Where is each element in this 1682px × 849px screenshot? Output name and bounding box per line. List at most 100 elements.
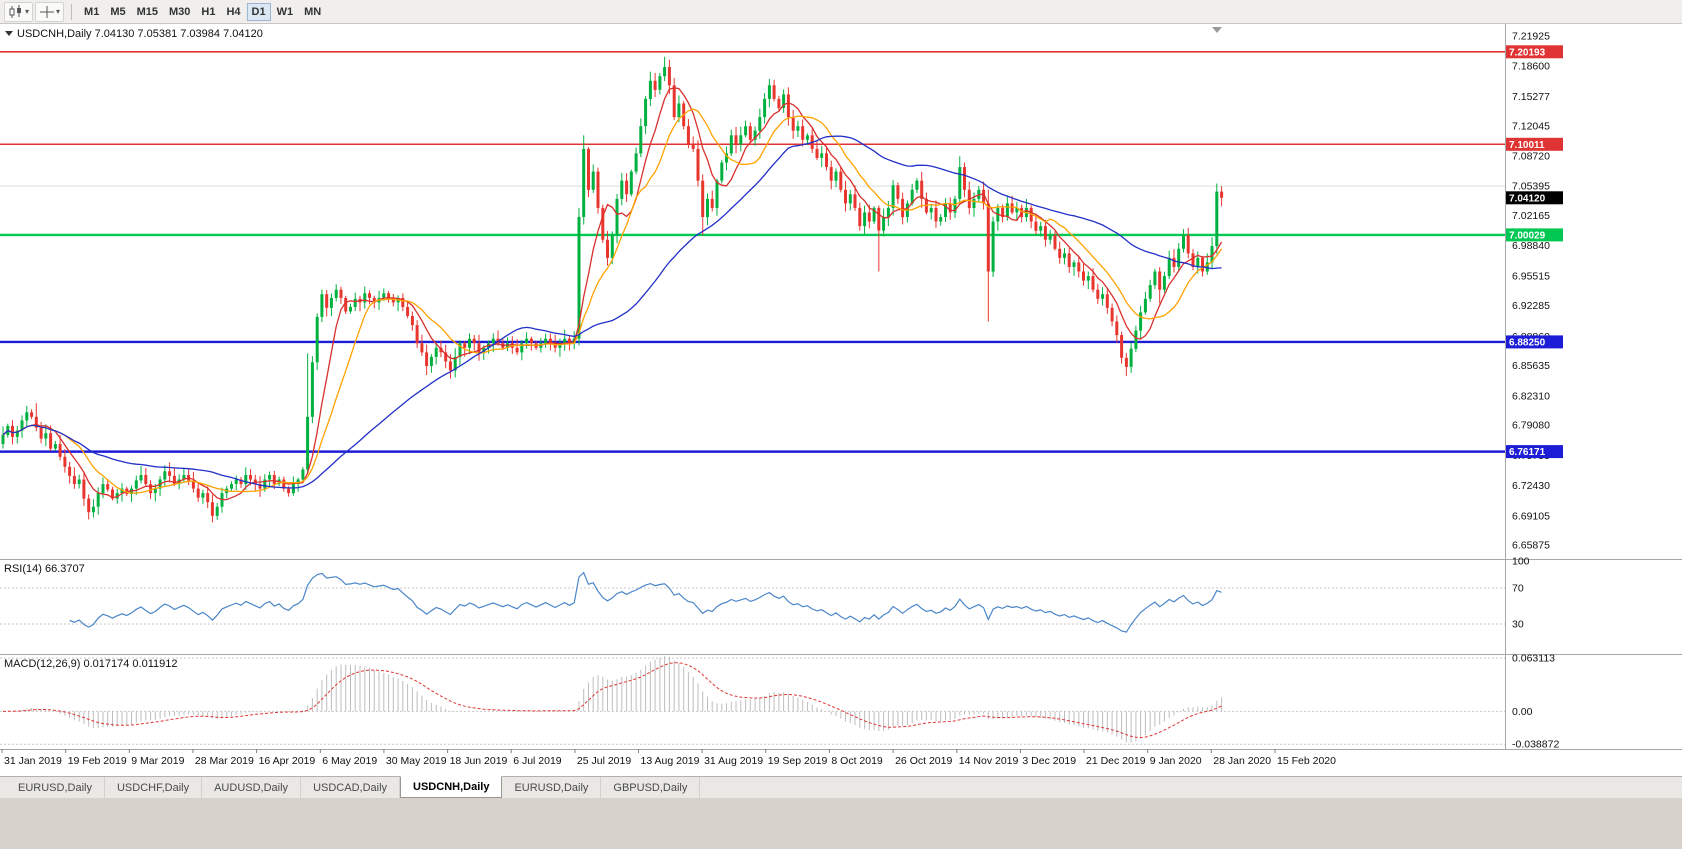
tab-usdchf[interactable]: USDCHF,Daily bbox=[105, 777, 203, 798]
timeframe-m15[interactable]: M15 bbox=[136, 5, 158, 18]
candle-body bbox=[272, 475, 276, 485]
ma-line-13 bbox=[2, 108, 1223, 494]
chart-type-button[interactable]: ▾ bbox=[4, 1, 34, 22]
candle-body bbox=[210, 502, 214, 516]
candle-body bbox=[77, 479, 81, 484]
candle-body bbox=[1029, 207, 1033, 222]
candle-body bbox=[25, 412, 29, 421]
price-tag-label: 7.20193 bbox=[1509, 47, 1546, 58]
candle-body bbox=[834, 171, 838, 181]
candle-body bbox=[625, 180, 629, 195]
price-axis-label: 6.79080 bbox=[1512, 420, 1550, 432]
candle-body bbox=[944, 203, 947, 217]
candle-body bbox=[920, 180, 924, 199]
candle-body bbox=[1172, 257, 1176, 267]
candle-body bbox=[710, 198, 714, 208]
price-axis-label: 7.02165 bbox=[1512, 210, 1550, 222]
candle-body bbox=[239, 479, 243, 484]
price-axis-label: 7.08720 bbox=[1512, 151, 1550, 163]
candle-body bbox=[953, 198, 957, 213]
candle-body bbox=[1005, 203, 1009, 217]
candle-body bbox=[582, 148, 586, 217]
candle-body bbox=[1143, 298, 1147, 313]
timeframe-m30[interactable]: M30 bbox=[169, 5, 191, 18]
timeframe-h4[interactable]: H4 bbox=[226, 5, 241, 18]
candle-body bbox=[1205, 262, 1209, 272]
price-tag-label: 6.88250 bbox=[1509, 337, 1546, 348]
candle-body bbox=[820, 153, 824, 158]
candle-body bbox=[372, 297, 376, 303]
candle-body bbox=[739, 135, 743, 145]
price-axis-label: 7.05395 bbox=[1512, 181, 1550, 193]
candle-body bbox=[368, 293, 371, 298]
macd-signal-line bbox=[2, 662, 1222, 739]
candle-body bbox=[153, 488, 157, 494]
timeframe-m1[interactable]: M1 bbox=[84, 5, 100, 18]
candle-body bbox=[234, 479, 238, 484]
candle-body bbox=[1162, 276, 1166, 290]
price-axis-label: 7.21925 bbox=[1512, 31, 1550, 43]
candle-body bbox=[1, 435, 5, 445]
drawing-tools-button[interactable]: ▾ bbox=[35, 1, 65, 22]
candle-body bbox=[686, 126, 690, 145]
candle-body bbox=[448, 361, 452, 371]
candle-body bbox=[986, 203, 990, 272]
candle-body bbox=[320, 294, 324, 317]
chart-tabs-bar: EURUSD,Daily USDCHF,Daily AUDUSD,Daily U… bbox=[0, 776, 1682, 798]
candle-body bbox=[215, 506, 219, 516]
candle-body bbox=[101, 484, 105, 494]
candle-body bbox=[296, 479, 300, 484]
candle-body bbox=[1210, 246, 1214, 263]
candle-body bbox=[725, 153, 728, 163]
timeframe-buttons: M1 M5 M15 M30 H1 H4 D1 W1 MN bbox=[79, 2, 326, 21]
timeframe-d1[interactable]: D1 bbox=[246, 2, 271, 21]
timeframe-mn[interactable]: MN bbox=[304, 5, 322, 18]
candle-body bbox=[91, 506, 95, 513]
tab-usdcad[interactable]: USDCAD,Daily bbox=[301, 777, 401, 798]
candle-body bbox=[491, 338, 495, 344]
candle-body bbox=[1201, 257, 1204, 272]
candle-body bbox=[1063, 253, 1066, 258]
tab-eurusd-2[interactable]: EURUSD,Daily bbox=[502, 777, 602, 798]
candle-body bbox=[520, 343, 524, 353]
tab-eurusd-1[interactable]: EURUSD,Daily bbox=[6, 777, 105, 798]
candle-body bbox=[334, 289, 338, 298]
macd-axis-label: 0.00 bbox=[1512, 706, 1533, 718]
candle-body bbox=[853, 194, 857, 208]
price-axis-label: 6.95515 bbox=[1512, 270, 1550, 282]
tab-usdcnh[interactable]: USDCNH,Daily bbox=[400, 776, 503, 798]
candle-body bbox=[753, 130, 757, 140]
ohlc-readout: USDCNH,Daily 7.04130 7.05381 7.03984 7.0… bbox=[17, 28, 263, 40]
candle-body bbox=[606, 239, 609, 258]
timeframe-h1[interactable]: H1 bbox=[201, 5, 216, 18]
candle-body bbox=[720, 162, 724, 181]
candle-body bbox=[839, 171, 843, 190]
candle-body bbox=[629, 171, 633, 195]
tab-gbpusd[interactable]: GBPUSD,Daily bbox=[601, 777, 701, 798]
candle-body bbox=[196, 488, 200, 498]
candle-body bbox=[782, 94, 786, 108]
candle-body bbox=[601, 207, 605, 240]
tab-audusd[interactable]: AUDUSD,Daily bbox=[202, 777, 302, 798]
candle-body bbox=[401, 297, 405, 307]
timeframe-m5[interactable]: M5 bbox=[110, 5, 126, 18]
rsi-label: RSI(14) 66.3707 bbox=[4, 563, 85, 575]
candle-body bbox=[815, 148, 819, 158]
candle-body bbox=[639, 126, 643, 154]
candle-body bbox=[258, 484, 262, 489]
chart-canvas[interactable]: 7.21925 7.18600 7.15277 7.12045 7.08720 7.053… bbox=[0, 24, 1682, 771]
candle-body bbox=[1139, 312, 1143, 331]
candle-body bbox=[591, 171, 595, 190]
price-axis-label: 6.65875 bbox=[1512, 540, 1550, 552]
timeframe-w1[interactable]: W1 bbox=[276, 5, 294, 18]
candle-body bbox=[972, 198, 976, 208]
time-axis-label: 3 Dec 2019 bbox=[1022, 755, 1076, 767]
candle-body bbox=[1082, 271, 1085, 281]
candle-body bbox=[805, 135, 809, 140]
candle-body bbox=[1186, 235, 1190, 254]
candle-body bbox=[896, 185, 900, 199]
candle-body bbox=[515, 347, 519, 353]
candle-body bbox=[577, 217, 581, 339]
candle-body bbox=[72, 475, 76, 485]
candle-body bbox=[963, 167, 966, 190]
